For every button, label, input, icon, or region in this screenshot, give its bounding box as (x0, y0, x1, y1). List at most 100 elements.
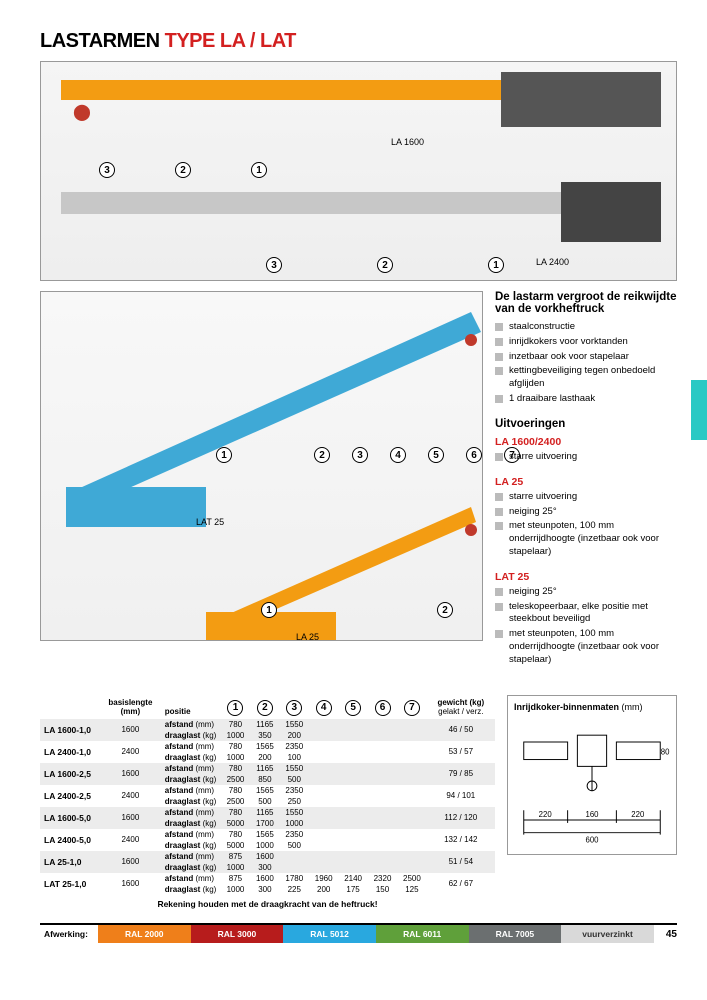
model-cell: LA 2400-5,0 (40, 829, 98, 851)
value-cell: 200 (280, 730, 309, 741)
value-cell: 2350 (280, 741, 309, 752)
value-cell (397, 796, 426, 807)
fig-label-la25: LA 25 (296, 632, 319, 642)
title-black: LASTARMEN (40, 30, 165, 52)
value-cell: 780 (221, 807, 250, 818)
value-cell: 100 (280, 752, 309, 763)
value-cell: 1600 (250, 873, 279, 884)
value-cell: 125 (397, 884, 426, 895)
footer-bar: Afwerking: RAL 2000RAL 3000RAL 5012RAL 6… (40, 923, 677, 944)
value-cell (309, 829, 338, 840)
variant-item: starre uitvoering (495, 451, 677, 464)
spec-table-wrapper: basislengte(mm) positie 1 2 3 4 5 6 7 ge… (40, 697, 495, 909)
title-red: TYPE LA / LAT (165, 30, 296, 52)
variants-heading: Uitvoeringen (495, 418, 677, 430)
value-cell: 2320 (368, 873, 397, 884)
diagram-svg (41, 292, 482, 640)
row-label: draaglast (kg) (163, 818, 221, 829)
section-tab (691, 380, 707, 440)
value-cell: 780 (221, 719, 250, 730)
row-label: draaglast (kg) (163, 796, 221, 807)
value-cell (309, 818, 338, 829)
value-cell: 1550 (280, 763, 309, 774)
row-label: afstand (mm) (163, 873, 221, 884)
figure-top: ⬤ 3 2 1 LA 1600 3 2 1 LA 2400 (40, 61, 677, 281)
row-label: draaglast (kg) (163, 862, 221, 873)
value-cell: 500 (250, 796, 279, 807)
pos-2b: 2 (377, 257, 393, 273)
value-cell: 1600 (250, 851, 279, 862)
value-cell (338, 862, 367, 873)
row-label: afstand (mm) (163, 851, 221, 862)
value-cell (397, 763, 426, 774)
value-cell (338, 741, 367, 752)
value-cell: 1700 (250, 818, 279, 829)
color-swatch: RAL 2000 (98, 925, 191, 943)
value-cell (309, 719, 338, 730)
value-cell (368, 730, 397, 741)
weight-cell: 132 / 142 (427, 829, 495, 851)
base-cell: 1600 (98, 851, 163, 873)
variant-item: teleskopeerbaar, elke positie met steekb… (495, 601, 677, 627)
value-cell (309, 796, 338, 807)
feature-item: inrijdkokers voor vorktanden (495, 336, 677, 349)
value-cell (368, 829, 397, 840)
value-cell (368, 785, 397, 796)
page-title: LASTARMEN TYPE LA / LAT (40, 30, 677, 53)
footer-label: Afwerking: (40, 925, 98, 943)
value-cell: 1550 (280, 807, 309, 818)
table-footnote: Rekening houden met de draagkracht van d… (40, 899, 495, 909)
row-label: afstand (mm) (163, 763, 221, 774)
position-markers-bottom: 3 2 1 (266, 257, 504, 273)
value-cell (338, 730, 367, 741)
value-cell: 1000 (221, 884, 250, 895)
value-cell: 175 (338, 884, 367, 895)
value-cell (397, 829, 426, 840)
variant-list: starre uitvoering (495, 451, 677, 464)
pos-1: 1 (251, 162, 267, 178)
value-cell (368, 840, 397, 851)
value-cell (368, 763, 397, 774)
headline: De lastarm vergroot de reikwijdte van de… (495, 291, 677, 315)
value-cell (338, 763, 367, 774)
value-cell (368, 796, 397, 807)
pos-3b: 3 (266, 257, 282, 273)
model-cell: LA 2400-1,0 (40, 741, 98, 763)
row-label: draaglast (kg) (163, 774, 221, 785)
value-cell (338, 785, 367, 796)
value-cell (309, 730, 338, 741)
base-cell: 1600 (98, 763, 163, 785)
value-cell (397, 862, 426, 873)
row-label: afstand (mm) (163, 785, 221, 796)
pos-2: 2 (175, 162, 191, 178)
value-cell: 300 (250, 884, 279, 895)
value-cell: 300 (250, 862, 279, 873)
value-cell: 1000 (250, 840, 279, 851)
model-cell: LA 1600-1,0 (40, 719, 98, 741)
value-cell: 150 (368, 884, 397, 895)
value-cell: 1165 (250, 719, 279, 730)
pos-3: 3 (99, 162, 115, 178)
variant-list: neiging 25° teleskopeerbaar, elke positie… (495, 586, 677, 667)
value-cell (338, 774, 367, 785)
value-cell (368, 719, 397, 730)
value-cell (338, 719, 367, 730)
value-cell: 1550 (280, 719, 309, 730)
value-cell: 350 (250, 730, 279, 741)
model-cell: LA 2400-2,5 (40, 785, 98, 807)
page-content: LASTARMEN TYPE LA / LAT ⬤ 3 2 1 LA 1600 … (0, 0, 707, 954)
value-cell: 1165 (250, 763, 279, 774)
value-cell (397, 730, 426, 741)
row-label: afstand (mm) (163, 719, 221, 730)
weight-cell: 46 / 50 (427, 719, 495, 741)
variant-item: neiging 25° (495, 586, 677, 599)
svg-text:600: 600 (585, 835, 599, 844)
weight-cell: 51 / 54 (427, 851, 495, 873)
value-cell (309, 851, 338, 862)
value-cell (397, 785, 426, 796)
variant-name: LA 1600/2400 (495, 436, 677, 448)
value-cell: 1960 (309, 873, 338, 884)
value-cell: 1000 (221, 752, 250, 763)
value-cell: 780 (221, 741, 250, 752)
value-cell (368, 741, 397, 752)
